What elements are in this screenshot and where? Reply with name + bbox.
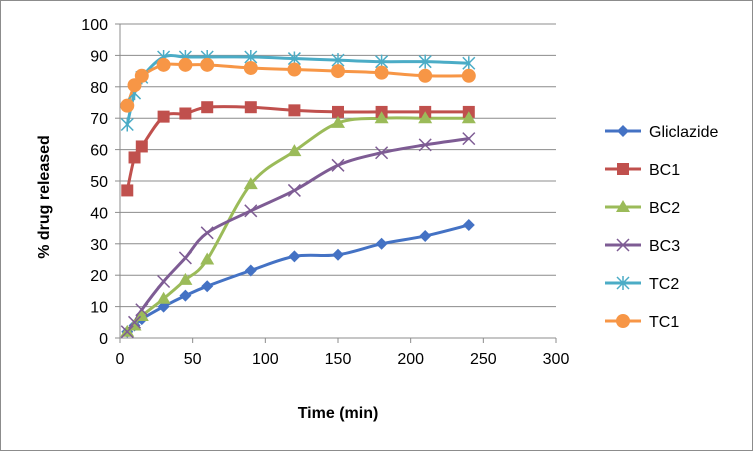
data-point-bc2 <box>331 115 345 128</box>
data-point-tc1 <box>200 57 215 72</box>
data-point-bc1 <box>201 101 214 114</box>
legend-marker-bc2 <box>616 200 630 212</box>
legend-label-bc3: BC3 <box>649 238 680 255</box>
data-point-tc1 <box>120 98 135 113</box>
data-point-bc3 <box>462 132 476 146</box>
data-point-tc2 <box>418 54 432 69</box>
x-tick-labels: 0 50 100 150 200 250 300 <box>116 351 570 368</box>
legend-marker-tc1 <box>616 314 630 328</box>
data-point-bc3 <box>157 274 171 289</box>
data-point-tc1 <box>156 57 171 72</box>
series-markers <box>120 49 476 339</box>
data-point-bc2 <box>178 272 193 285</box>
x-tick-label: 150 <box>325 351 352 368</box>
x-tick-label: 250 <box>470 351 497 368</box>
data-point-tc1 <box>461 68 476 83</box>
data-point-gliclazide <box>332 248 344 261</box>
data-point-bc1 <box>244 101 257 114</box>
x-tick-label: 0 <box>116 351 125 368</box>
y-tick-labels: 0 10 20 30 40 50 60 70 80 90 100 <box>81 17 108 348</box>
data-point-bc3 <box>120 325 134 339</box>
data-point-tc2 <box>462 56 476 71</box>
data-point-bc2 <box>287 144 302 157</box>
data-point-tc1 <box>178 57 193 72</box>
data-point-gliclazide <box>419 229 432 242</box>
legend-marker-bc1 <box>617 163 629 175</box>
data-point-bc3 <box>178 251 192 265</box>
y-tick-label: 40 <box>90 205 108 222</box>
x-tick-label: 300 <box>543 351 570 368</box>
y-tick-label: 70 <box>90 111 108 128</box>
data-point-bc3 <box>418 138 432 152</box>
legend-label-bc2: BC2 <box>649 200 680 217</box>
data-point-bc2 <box>461 111 476 124</box>
y-tick-label: 60 <box>90 143 108 160</box>
y-tick-label: 50 <box>90 174 108 191</box>
legend-marker-bc3 <box>616 238 630 252</box>
x-tick-label: 200 <box>397 351 424 368</box>
data-point-gliclazide <box>462 218 475 231</box>
data-point-bc2 <box>418 111 433 124</box>
data-point-bc1 <box>135 140 148 153</box>
data-point-bc3 <box>128 315 142 329</box>
y-tick-label: 100 <box>81 17 108 34</box>
y-tick-label: 30 <box>90 237 108 254</box>
legend-label-tc2: TC2 <box>649 276 679 293</box>
data-point-gliclazide <box>244 264 257 277</box>
data-point-bc1 <box>121 184 134 197</box>
series-line-bc3 <box>125 137 471 334</box>
x-tick-label: 100 <box>252 351 279 368</box>
data-point-gliclazide <box>375 237 388 250</box>
data-point-bc1 <box>332 105 344 118</box>
y-tick-label: 90 <box>90 48 108 65</box>
data-point-bc1 <box>128 151 141 164</box>
data-point-bc1 <box>179 107 192 120</box>
data-point-tc2 <box>120 117 134 132</box>
y-tick-label: 10 <box>90 300 108 317</box>
data-point-bc3 <box>135 303 149 317</box>
x-axis-title: Time (min) <box>298 405 379 422</box>
legend-label-bc1: BC1 <box>649 162 680 179</box>
data-point-tc1 <box>331 64 345 79</box>
data-point-bc3 <box>244 204 258 218</box>
data-point-bc1 <box>157 110 170 123</box>
legend: Gliclazide BC1 BC2 BC3 TC2 TC1 <box>605 124 718 331</box>
data-point-tc1 <box>418 68 433 83</box>
data-point-tc1 <box>127 78 142 93</box>
axes <box>115 23 557 343</box>
series-line-gliclazide <box>125 223 471 334</box>
data-point-bc3 <box>287 183 301 197</box>
data-point-bc3 <box>331 158 345 172</box>
data-point-tc1 <box>134 68 149 83</box>
data-point-bc2 <box>243 177 258 190</box>
data-point-gliclazide <box>288 250 301 263</box>
data-point-gliclazide <box>201 280 214 293</box>
data-point-bc2 <box>156 291 171 304</box>
y-axis-title: % drug released <box>36 135 53 259</box>
data-point-bc1 <box>288 104 301 117</box>
data-point-bc2 <box>374 111 389 124</box>
legend-label-tc1: TC1 <box>649 314 679 331</box>
legend-marker-tc2 <box>616 276 630 290</box>
data-point-bc3 <box>375 146 389 160</box>
legend-label-gliclazide: Gliclazide <box>649 124 718 141</box>
data-point-bc2 <box>200 252 215 265</box>
data-point-tc1 <box>374 65 389 80</box>
data-point-gliclazide <box>179 289 192 302</box>
data-point-tc1 <box>243 60 258 75</box>
x-tick-label: 50 <box>184 351 202 368</box>
data-point-tc1 <box>287 62 302 77</box>
legend-marker-gliclazide <box>617 125 629 137</box>
y-tick-label: 80 <box>90 80 108 97</box>
data-point-bc3 <box>200 226 214 240</box>
y-tick-label: 0 <box>99 331 108 348</box>
y-tick-label: 20 <box>90 268 108 285</box>
